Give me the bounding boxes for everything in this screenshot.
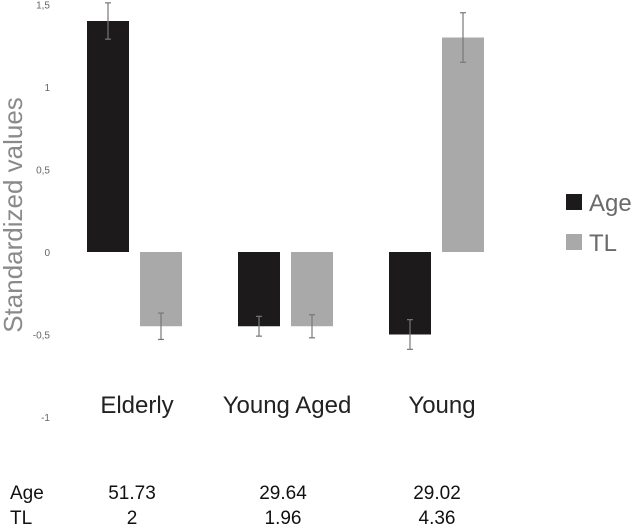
table-cell: 1.96 xyxy=(265,508,302,529)
y-tick-label: 1,5 xyxy=(36,1,50,12)
bar-age-elderly xyxy=(87,21,129,252)
legend-swatch-tl xyxy=(566,234,582,250)
legend-label-tl: TL xyxy=(589,230,617,257)
y-tick-label: -1 xyxy=(41,413,50,424)
category-label: Young xyxy=(408,392,475,419)
error-bar xyxy=(256,315,262,337)
error-bar xyxy=(309,314,315,339)
legend-swatch-age xyxy=(566,194,582,210)
legend-label-age: Age xyxy=(589,190,632,217)
table-row-label: TL xyxy=(10,508,32,529)
y-tick-label: 1 xyxy=(44,83,50,94)
error-bar xyxy=(105,2,111,40)
error-bar xyxy=(158,312,164,341)
table-cell: 29.64 xyxy=(259,483,307,504)
category-label: Young Aged xyxy=(223,392,352,419)
table-row-label: Age xyxy=(10,483,44,504)
bar-age-young-aged xyxy=(238,252,280,327)
error-bar xyxy=(460,12,466,63)
table-cell: 2 xyxy=(127,508,138,529)
category-label: Elderly xyxy=(100,392,173,419)
bar-tl-young-aged xyxy=(291,252,333,327)
table-cell: 29.02 xyxy=(413,483,461,504)
y-tick-label: -0,5 xyxy=(33,331,51,342)
error-bar xyxy=(407,319,413,350)
y-tick-label: 0 xyxy=(44,248,50,259)
y-axis-label: Standardized values xyxy=(0,97,28,333)
table-cell: 51.73 xyxy=(108,483,156,504)
y-tick-label: 0,5 xyxy=(36,166,50,177)
table-cell: 4.36 xyxy=(419,508,456,529)
bar-tl-young xyxy=(442,37,484,252)
